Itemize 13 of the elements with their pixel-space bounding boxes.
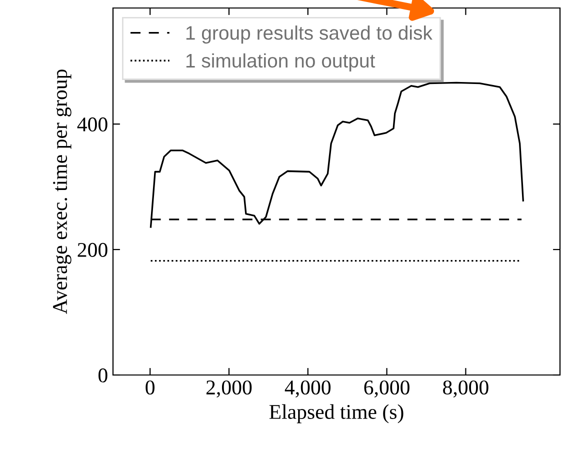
legend-label: 1 simulation no output (186, 53, 376, 72)
line-series (150, 82, 524, 228)
x-tick-label: 0 (146, 380, 154, 395)
y-axis-title: Average exec. time per group (53, 70, 72, 314)
x-tick-label: 8,000 (443, 380, 488, 398)
y-tick-label: 400 (77, 117, 108, 132)
x-tick-label: 2,000 (206, 380, 252, 398)
y-tick-label: 0 (98, 368, 108, 382)
x-tick-label: 4,000 (284, 380, 331, 398)
y-tick-label: 200 (78, 242, 108, 257)
legend-label: 1 group results saved to disk (186, 26, 432, 44)
x-axis-title: Elapsed time (s) (269, 404, 404, 424)
x-tick-label: 6,000 (364, 380, 410, 398)
